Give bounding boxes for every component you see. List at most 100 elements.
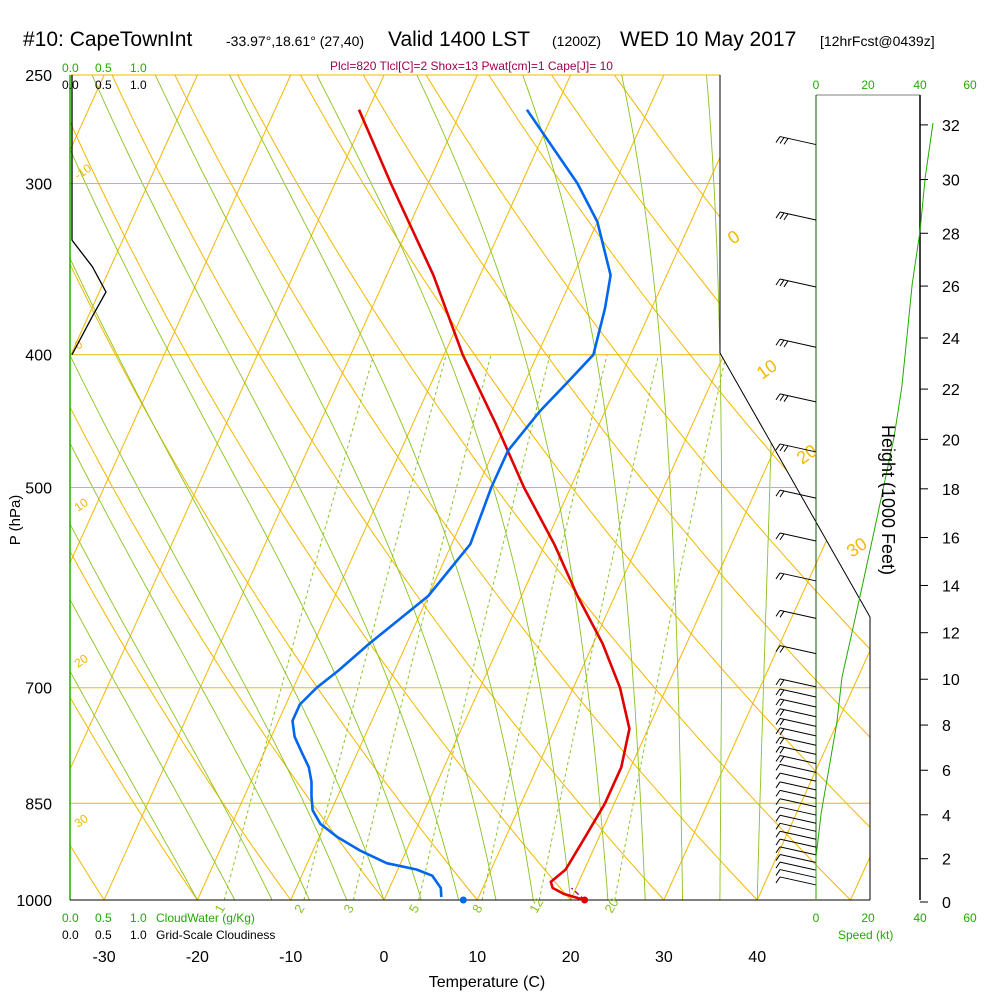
wind-barb-flag	[775, 532, 781, 540]
wind-barb-flag	[775, 798, 781, 806]
wind-barb-flag	[779, 689, 785, 697]
height-tick-label: 22	[942, 382, 960, 399]
isobars	[70, 74, 870, 901]
wind-barb-staff	[779, 745, 817, 755]
speed-top-3: 60	[963, 78, 977, 92]
pressure-ticks: 250 300 400 500 700 850 1000	[16, 68, 52, 910]
wind-barb-staff	[779, 532, 817, 542]
mixing-ratio-label: 2	[291, 902, 308, 916]
dry-adiabat-label: 10	[753, 355, 781, 383]
moist-adiabat-line	[70, 75, 310, 900]
wind-barb-flag	[775, 708, 781, 716]
speed-axis-title: Speed (kt)	[838, 928, 893, 942]
station-title: #10: CapeTownInt	[23, 28, 193, 51]
isotherm-line	[70, 75, 198, 900]
wind-barb-flag	[779, 646, 785, 653]
wind-barb-staff	[779, 645, 817, 655]
wind-barb-flag	[775, 443, 781, 451]
wind-barb-staff	[779, 609, 817, 619]
moist-adiabat-line	[316, 75, 572, 900]
surface-dewpoint-point	[459, 896, 467, 904]
wind-barb-staff	[779, 822, 817, 832]
wind-barb-staff	[779, 869, 817, 879]
wind-barb-flag	[775, 781, 781, 789]
right-border-line	[719, 75, 871, 900]
dry-adiabat-line	[410, 75, 870, 900]
wind-barb-flag	[775, 869, 781, 876]
speed-top-1: 20	[861, 78, 875, 92]
wind-barb-flag	[775, 736, 781, 744]
wind-barb-staff	[779, 688, 817, 698]
dry-adiabat-label: 20	[72, 651, 91, 670]
cloud-bottom-green-0: 0.0	[62, 911, 79, 925]
wind-barb-flag	[779, 737, 785, 745]
wind-barb-flag	[779, 137, 785, 144]
cloud-bottom-black-0: 0.0	[62, 928, 79, 942]
dry-adiabat-label: 10	[72, 495, 91, 514]
mixing-ratio-label: 5	[406, 902, 423, 916]
wind-barb-flag	[775, 831, 781, 838]
wind-barb-staff	[779, 489, 817, 499]
station-coords: -33.97°,18.61° (27,40)	[226, 33, 365, 49]
date: WED 10 May 2017	[620, 28, 797, 51]
pressure-tick-label: 850	[25, 796, 52, 813]
wind-speed-curve	[815, 122, 934, 900]
title-row: #10: CapeTownInt -33.97°,18.61° (27,40) …	[0, 0, 1000, 60]
speed-bottom-1: 20	[861, 911, 875, 925]
wind-barb-flag	[779, 719, 785, 726]
wind-barb-staff	[779, 830, 817, 840]
cloud-top-black-1: 0.5	[95, 78, 112, 92]
temperature-tick-label: 10	[468, 949, 486, 966]
dry-adiabat-line	[70, 75, 218, 900]
height-tick-label: 6	[942, 763, 951, 780]
moist-adiabat-line	[70, 75, 422, 900]
pressure-tick-label: 250	[25, 68, 52, 85]
cloudiness-label: Grid-Scale Cloudiness	[156, 928, 275, 942]
sounding-series	[291, 108, 631, 904]
wind-barb-flag	[779, 533, 785, 541]
mixing-ratio-label: 12	[526, 895, 546, 915]
height-tick-label: 4	[942, 808, 951, 825]
cloud-top-black-0: 0.0	[62, 78, 79, 92]
wind-barb-staff	[779, 211, 817, 221]
wind-barb-staff	[779, 854, 817, 864]
wind-barb-staff	[779, 798, 817, 808]
speed-bottom-3: 60	[963, 911, 977, 925]
wind-barb-staff	[779, 393, 817, 403]
mixing-ratio-line	[614, 354, 727, 900]
wind-barb-staff	[779, 136, 817, 146]
pressure-tick-label: 400	[25, 348, 52, 365]
dry-adiabat-label: 20	[793, 440, 821, 468]
speed-top-0: 0	[813, 78, 820, 92]
wind-barb-flag	[783, 138, 789, 145]
mixing-ratio-label: 3	[340, 902, 357, 916]
wind-barb-staff	[779, 736, 817, 746]
cloud-bottom-black-1: 0.5	[95, 928, 112, 942]
wind-barb-flag	[775, 846, 781, 854]
temperature-line	[357, 109, 631, 902]
height-tick-label: 0	[942, 895, 951, 912]
mixing-ratio-labels: 1 2 3 5 8 12 20	[211, 895, 621, 915]
wind-barb-flag	[779, 573, 785, 581]
wind-barb-flag	[775, 211, 781, 219]
temperature-tick-label: 20	[562, 949, 580, 966]
isotherm-line	[756, 75, 870, 900]
moist-adiabat-line	[91, 75, 460, 900]
height-tick-label: 26	[942, 279, 960, 296]
temperature-tick-label: 30	[655, 949, 673, 966]
wind-barb-flag	[775, 645, 781, 652]
speed-bottom-0: 0	[813, 911, 820, 925]
temperature-tick-label: 0	[380, 949, 389, 966]
dry-adiabat-label: 30	[843, 533, 871, 561]
wind-barb-flag	[775, 876, 781, 884]
y-axis-title: P (hPa)	[7, 495, 24, 546]
wind-barb-flag	[775, 278, 781, 286]
surface-temperature-point	[581, 896, 589, 904]
wind-barb-flag	[775, 489, 781, 497]
moist-adiabat-line	[706, 75, 723, 900]
wind-barb-flag	[779, 747, 785, 754]
dry-adiabat-line	[597, 75, 870, 900]
dewpoint-line	[291, 108, 612, 898]
wind-barb-flag	[775, 393, 781, 401]
dry-adiabat-label: 30	[72, 811, 91, 830]
